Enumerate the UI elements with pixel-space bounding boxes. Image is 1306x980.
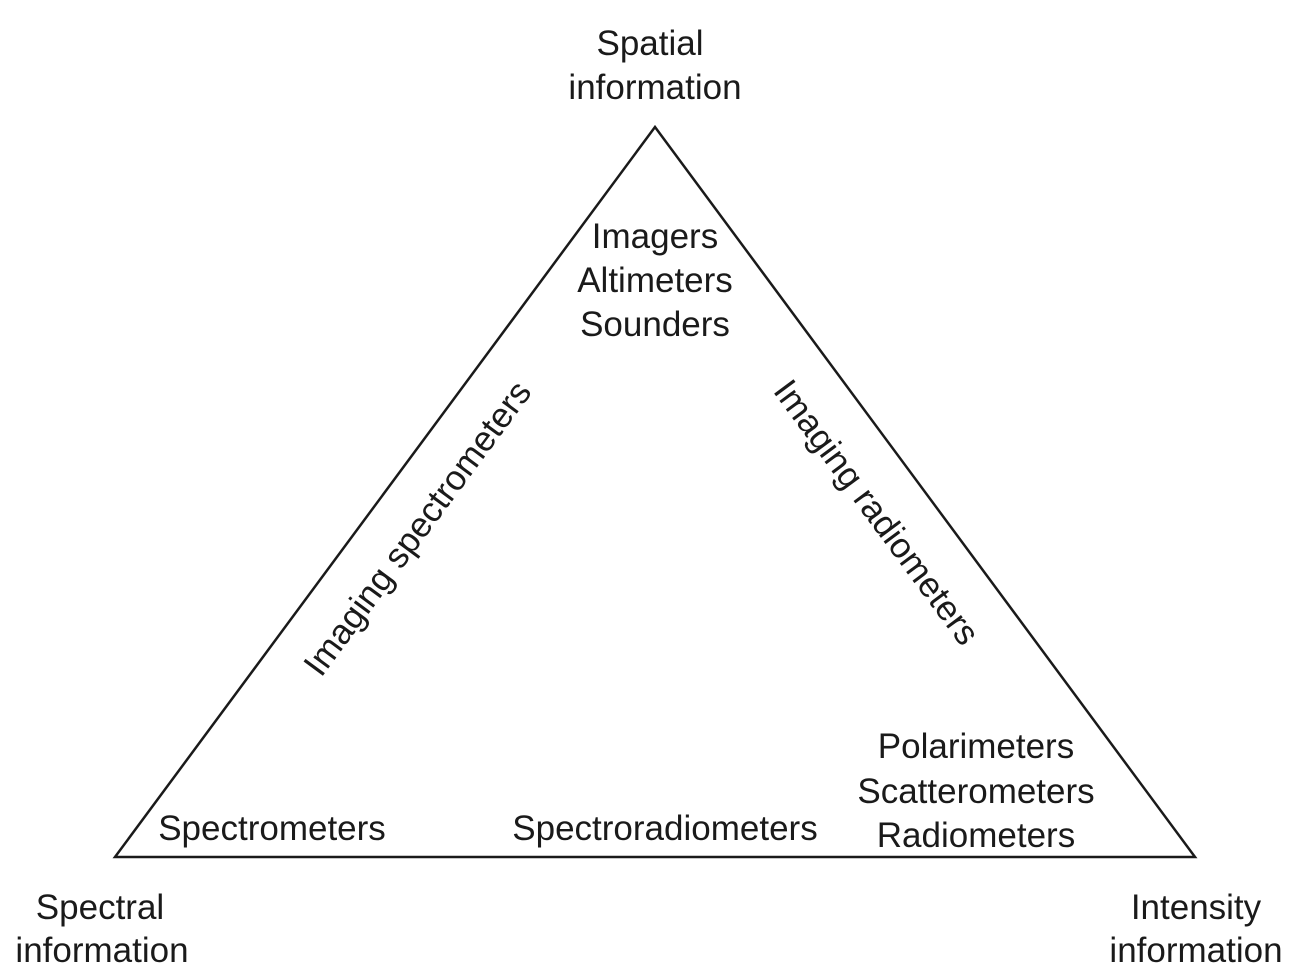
- vertex-label-spectral-line-1: Spectral: [36, 888, 164, 927]
- instrument-label-altimeters: Altimeters: [577, 261, 733, 300]
- vertex-label-intensity-line-2: information: [1109, 931, 1282, 970]
- instrument-label-imagers: Imagers: [592, 217, 718, 256]
- instrument-label-polarimeters: Polarimeters: [878, 727, 1074, 766]
- instrument-label-radiometers: Radiometers: [877, 816, 1075, 855]
- instrument-label-scatterometers: Scatterometers: [857, 772, 1094, 811]
- vertex-label-spectral-line-2: information: [15, 931, 188, 970]
- instrument-label-spectroradiometers: Spectroradiometers: [512, 809, 817, 848]
- vertex-label-spatial-line-1: Spatial: [596, 24, 703, 63]
- vertex-label-spatial-line-2: information: [568, 68, 741, 107]
- edge-label-imaging-radiometers: Imaging radiometers: [766, 373, 987, 653]
- classification-triangle: [112, 124, 1198, 859]
- instrument-label-spectrometers: Spectrometers: [158, 809, 386, 848]
- instrument-label-sounders: Sounders: [580, 305, 730, 344]
- vertex-label-intensity-line-1: Intensity: [1131, 888, 1262, 927]
- edge-label-imaging-spectrometers: Imaging spectrometers: [296, 374, 539, 683]
